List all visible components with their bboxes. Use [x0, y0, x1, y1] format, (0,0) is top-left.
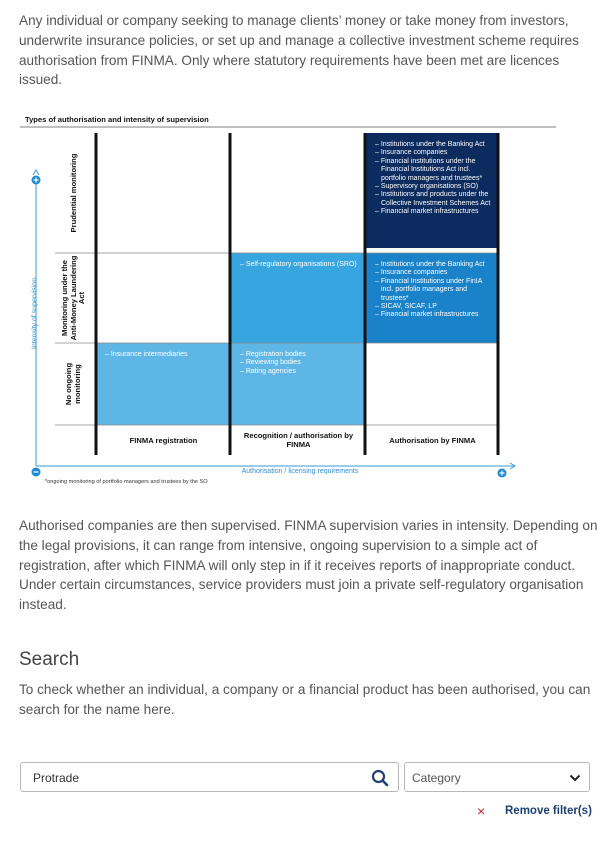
cell-list: – Self-regulatory organisations (SRO)	[232, 253, 365, 269]
cell-list: – Institutions under the Banking Act – In…	[367, 133, 498, 217]
list-item: – Institutions and products under the Co…	[375, 191, 491, 207]
list-item: – Registration bodies	[240, 351, 306, 358]
column-label: Recognition / authorisation by FINMA	[243, 431, 354, 449]
remove-icon[interactable]: ×	[477, 803, 486, 819]
search-heading: Search	[19, 649, 80, 670]
search-description: To check whether an individual, a compan…	[19, 682, 591, 717]
category-select[interactable]: Category	[404, 762, 590, 792]
y-axis-arrow	[32, 169, 40, 176]
search-query: Protrade	[33, 771, 80, 785]
cell-bg	[365, 253, 498, 343]
search-input[interactable]: Protrade	[20, 762, 399, 792]
list-item: – Financial market infrastructures	[375, 311, 479, 319]
list-item: – Institutions under the Banking Act	[375, 141, 485, 148]
diagram	[20, 126, 556, 478]
row-label: No ongoing monitoring	[64, 362, 82, 406]
cell-bg	[365, 133, 498, 248]
list-item: – Insurance companies	[375, 269, 448, 277]
x-axis-label: Authorisation / licensing requirements	[241, 468, 359, 475]
y-axis-label: Intensity of supervision	[31, 277, 39, 350]
cell-list: – Registration bodies – Reviewing bodies –…	[232, 343, 365, 376]
cell-bg	[230, 253, 365, 343]
cell-list: – Insurance intermediaries	[97, 343, 230, 359]
row-label: Monitoring under the Anti-Money Launderi…	[60, 255, 87, 341]
list-item: – Insurance intermediaries	[105, 351, 188, 358]
list-item: – SICAV, SICAF, LP	[375, 303, 437, 311]
supervision-text: Authorised companies are then supervised…	[19, 518, 598, 613]
category-placeholder: Category	[412, 771, 461, 785]
search-icon[interactable]	[371, 769, 389, 787]
x-axis-arrow	[509, 462, 516, 470]
list-item: – Rating agencies	[240, 367, 297, 375]
list-item: – Insurance companies	[375, 149, 448, 157]
intro-text: Any individual or company seeking to man…	[19, 13, 579, 88]
list-item: – Financial institutions under the Finan…	[375, 157, 483, 182]
list-item: – Financial market infrastructures	[375, 208, 479, 216]
cell-bg	[230, 343, 365, 425]
cell-bg	[95, 343, 230, 425]
column-label: Authorisation by FINMA	[389, 435, 476, 445]
list-item: – Supervisory organisations (SO)	[375, 183, 479, 191]
chevron	[569, 774, 581, 782]
list-item: – Self-regulatory organisations (SRO)	[240, 261, 357, 268]
row-label: Prudential monitoring	[68, 153, 78, 233]
diagram-title: Types of authorisation and intensity of …	[25, 115, 209, 124]
footnote: *ongoing monitoring of portfolio manager…	[45, 479, 208, 485]
list-item: – Financial Institutions under FinIA inc…	[375, 277, 483, 302]
list-item: – Institutions under the Banking Act	[375, 261, 485, 268]
column-label: FINMA registration	[129, 435, 198, 445]
list-item: – Reviewing bodies	[240, 359, 301, 367]
remove-filters[interactable]: Remove filter(s)	[505, 805, 592, 817]
cell-list: – Institutions under the Banking Act – In…	[367, 253, 498, 320]
